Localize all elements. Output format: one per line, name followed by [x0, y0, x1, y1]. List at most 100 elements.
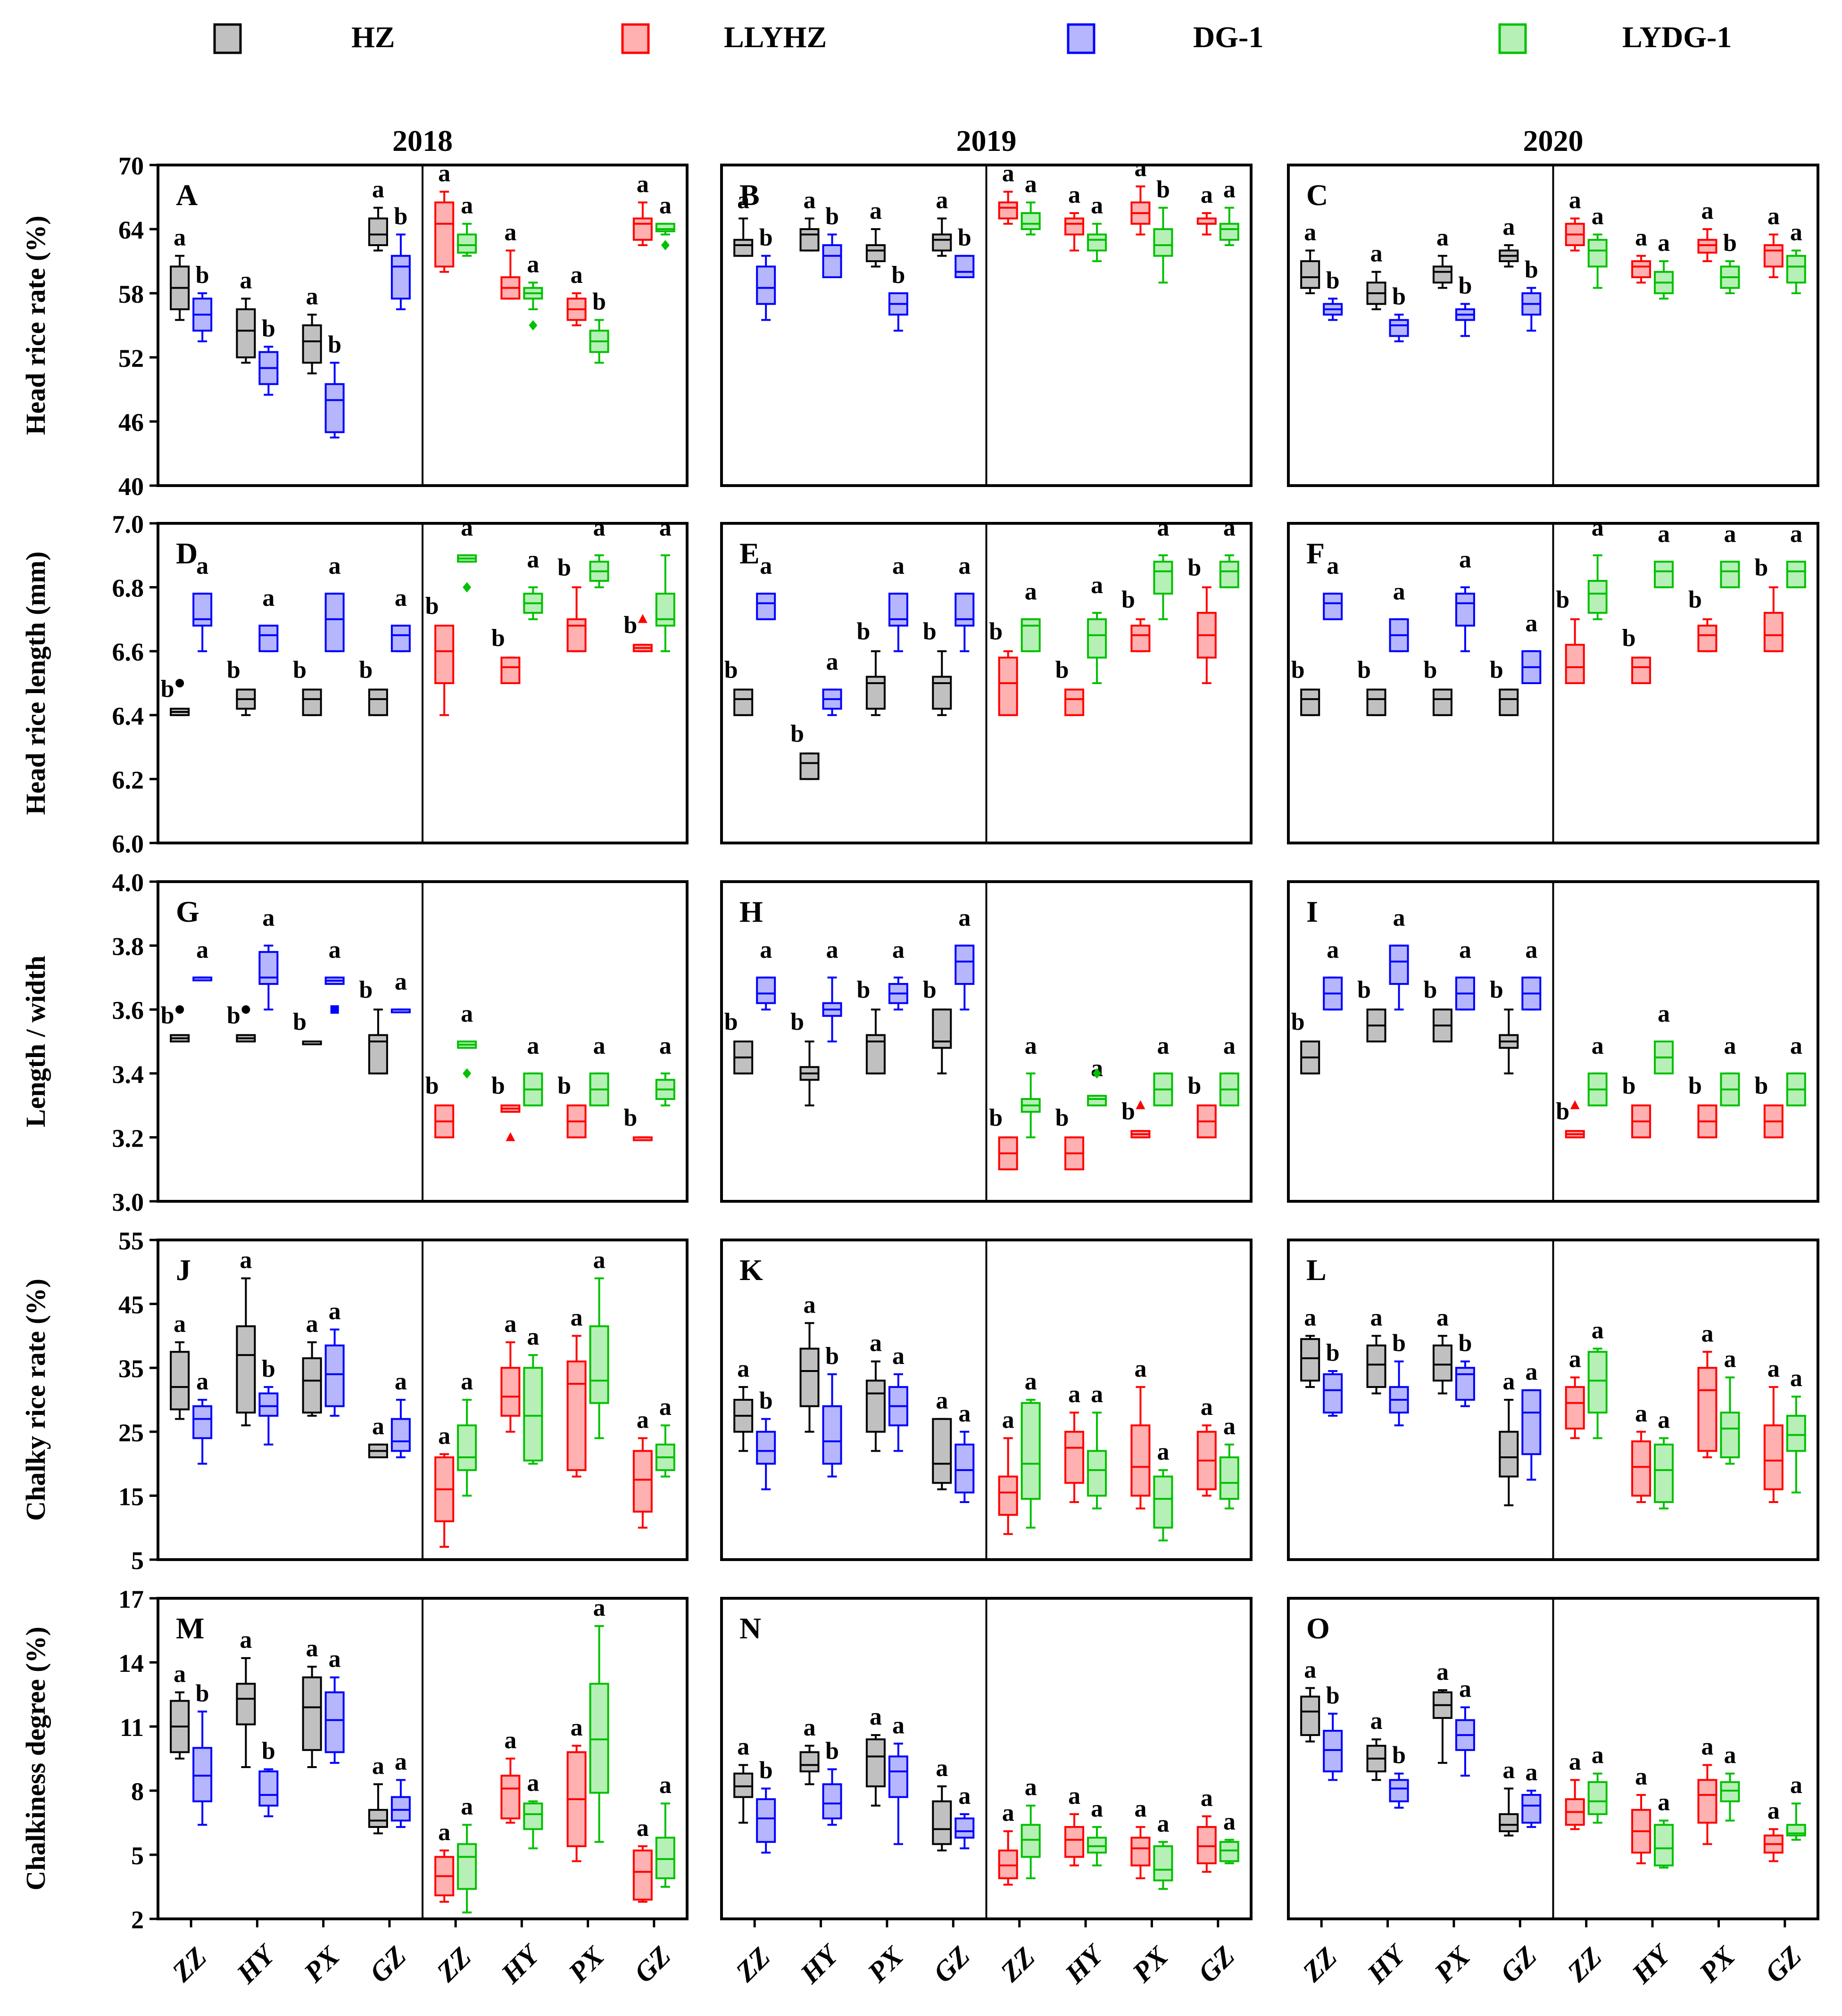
box-hz [1499, 1430, 1519, 1478]
significance-letter: b [891, 262, 905, 289]
significance-letter: a [1701, 198, 1713, 224]
significance-letter: a [659, 514, 672, 541]
y-tick-label: 6.0 [112, 830, 144, 858]
x-tick-label-hy: HY [1059, 1938, 1111, 1990]
panel-label-N: N [739, 1611, 761, 1645]
significance-letter: a [196, 553, 208, 579]
significance-letter: a [760, 936, 772, 963]
significance-letter: b [724, 1008, 738, 1035]
significance-letter: a [936, 1388, 948, 1414]
legend-swatch-hz [213, 23, 242, 54]
significance-letter: a [958, 553, 971, 579]
box-llyhz [1196, 1826, 1217, 1865]
significance-letter: b [856, 976, 870, 1003]
box-llyhz [566, 618, 587, 653]
box-dg-1 [954, 1443, 975, 1494]
box-llyhz [566, 1360, 587, 1471]
significance-letter: a [1790, 1033, 1802, 1059]
significance-letter: a [1635, 1763, 1647, 1790]
significance-letter: a [1327, 553, 1339, 579]
y-tick-label: 6.8 [112, 574, 144, 603]
significance-letter: b [1458, 1330, 1472, 1357]
significance-letter: b [425, 593, 439, 620]
significance-letter: b [1055, 657, 1069, 684]
significance-letter: a [1701, 1320, 1713, 1347]
significance-letter: a [1068, 1381, 1080, 1408]
y-tick-label: 40 [118, 472, 144, 501]
panel-label-O: O [1306, 1611, 1330, 1645]
box-lydg-1 [655, 223, 675, 232]
x-tick-label-px: PX [562, 1940, 611, 1989]
significance-letter: a [1658, 521, 1670, 547]
x-tick-label-hy: HY [794, 1938, 846, 1990]
significance-letter: a [1025, 1774, 1037, 1801]
significance-letter: a [1370, 1304, 1383, 1331]
significance-letter: b [989, 1104, 1003, 1131]
y-tick-label: 52 [118, 344, 144, 372]
significance-letter: b [1622, 625, 1636, 652]
significance-letter: a [1592, 1317, 1604, 1344]
significance-letter: a [527, 1770, 539, 1797]
significance-letter: b [1326, 1339, 1340, 1366]
y-tick-label: 3.6 [112, 996, 144, 1025]
box-hz [1432, 688, 1452, 716]
significance-letter: a [1635, 1400, 1647, 1427]
significance-letter: b [623, 1104, 637, 1131]
panel-label-E: E [739, 537, 760, 570]
significance-letter: a [1068, 1783, 1080, 1809]
significance-letter: a [1223, 176, 1236, 203]
box-lydg-1 [655, 1836, 675, 1879]
x-tick-label-px: PX [1693, 1940, 1742, 1989]
box-llyhz [1565, 1386, 1585, 1430]
significance-letter: a [1091, 572, 1103, 599]
significance-letter: b [1055, 1104, 1069, 1131]
significance-letter: b [759, 1757, 773, 1784]
significance-letter: a [571, 1304, 583, 1331]
box-lydg-1 [1021, 212, 1041, 230]
box-lydg-1 [1587, 580, 1608, 614]
outlier-point [175, 679, 184, 687]
significance-letter: a [659, 1772, 672, 1799]
significance-letter: a [329, 1298, 341, 1325]
significance-letter: a [892, 1712, 904, 1739]
significance-letter: a [372, 1413, 384, 1440]
box-lydg-1 [1153, 1475, 1173, 1529]
significance-letter: b [1121, 1098, 1135, 1125]
box-dg-1 [756, 593, 776, 620]
y-tick-label: 6.2 [112, 766, 144, 794]
panel-label-G: G [176, 895, 199, 928]
significance-letter: a [262, 905, 274, 932]
significance-letter: b [825, 1738, 839, 1765]
significance-letter: a [1525, 1759, 1537, 1786]
box-hz [932, 676, 952, 710]
significance-letter: b [227, 1002, 241, 1029]
box-hz [1300, 1695, 1320, 1736]
box-llyhz [1631, 656, 1651, 685]
box-llyhz [1631, 1440, 1651, 1497]
significance-letter: a [504, 1311, 516, 1338]
significance-letter: a [1327, 936, 1339, 963]
x-tick-label-gz: GZ [1494, 1940, 1543, 1989]
significance-letter: b [1423, 657, 1437, 684]
significance-letter: a [174, 1311, 186, 1338]
y-tick-label: 3.4 [112, 1060, 144, 1089]
box-hz [170, 1351, 190, 1411]
x-tick-label-gz: GZ [1192, 1940, 1241, 1989]
significance-letter: a [659, 1394, 672, 1421]
box-llyhz [1130, 1424, 1151, 1497]
box-llyhz [998, 1475, 1018, 1516]
box-hz [1300, 260, 1320, 289]
significance-letter: b [491, 625, 505, 652]
significance-letter: a [527, 1323, 539, 1350]
box-dg-1 [324, 383, 345, 433]
significance-letter: a [936, 187, 948, 214]
box-dg-1 [390, 1418, 411, 1452]
box-hz [733, 688, 754, 716]
significance-letter: a [461, 192, 473, 219]
significance-letter: a [958, 1783, 971, 1809]
box-dg-1 [756, 265, 776, 305]
y-axis-label-row3: Length / width [20, 956, 51, 1127]
panel-label-A: A [176, 178, 198, 212]
significance-letter: a [1767, 203, 1780, 230]
outlier-point [1570, 1100, 1580, 1109]
